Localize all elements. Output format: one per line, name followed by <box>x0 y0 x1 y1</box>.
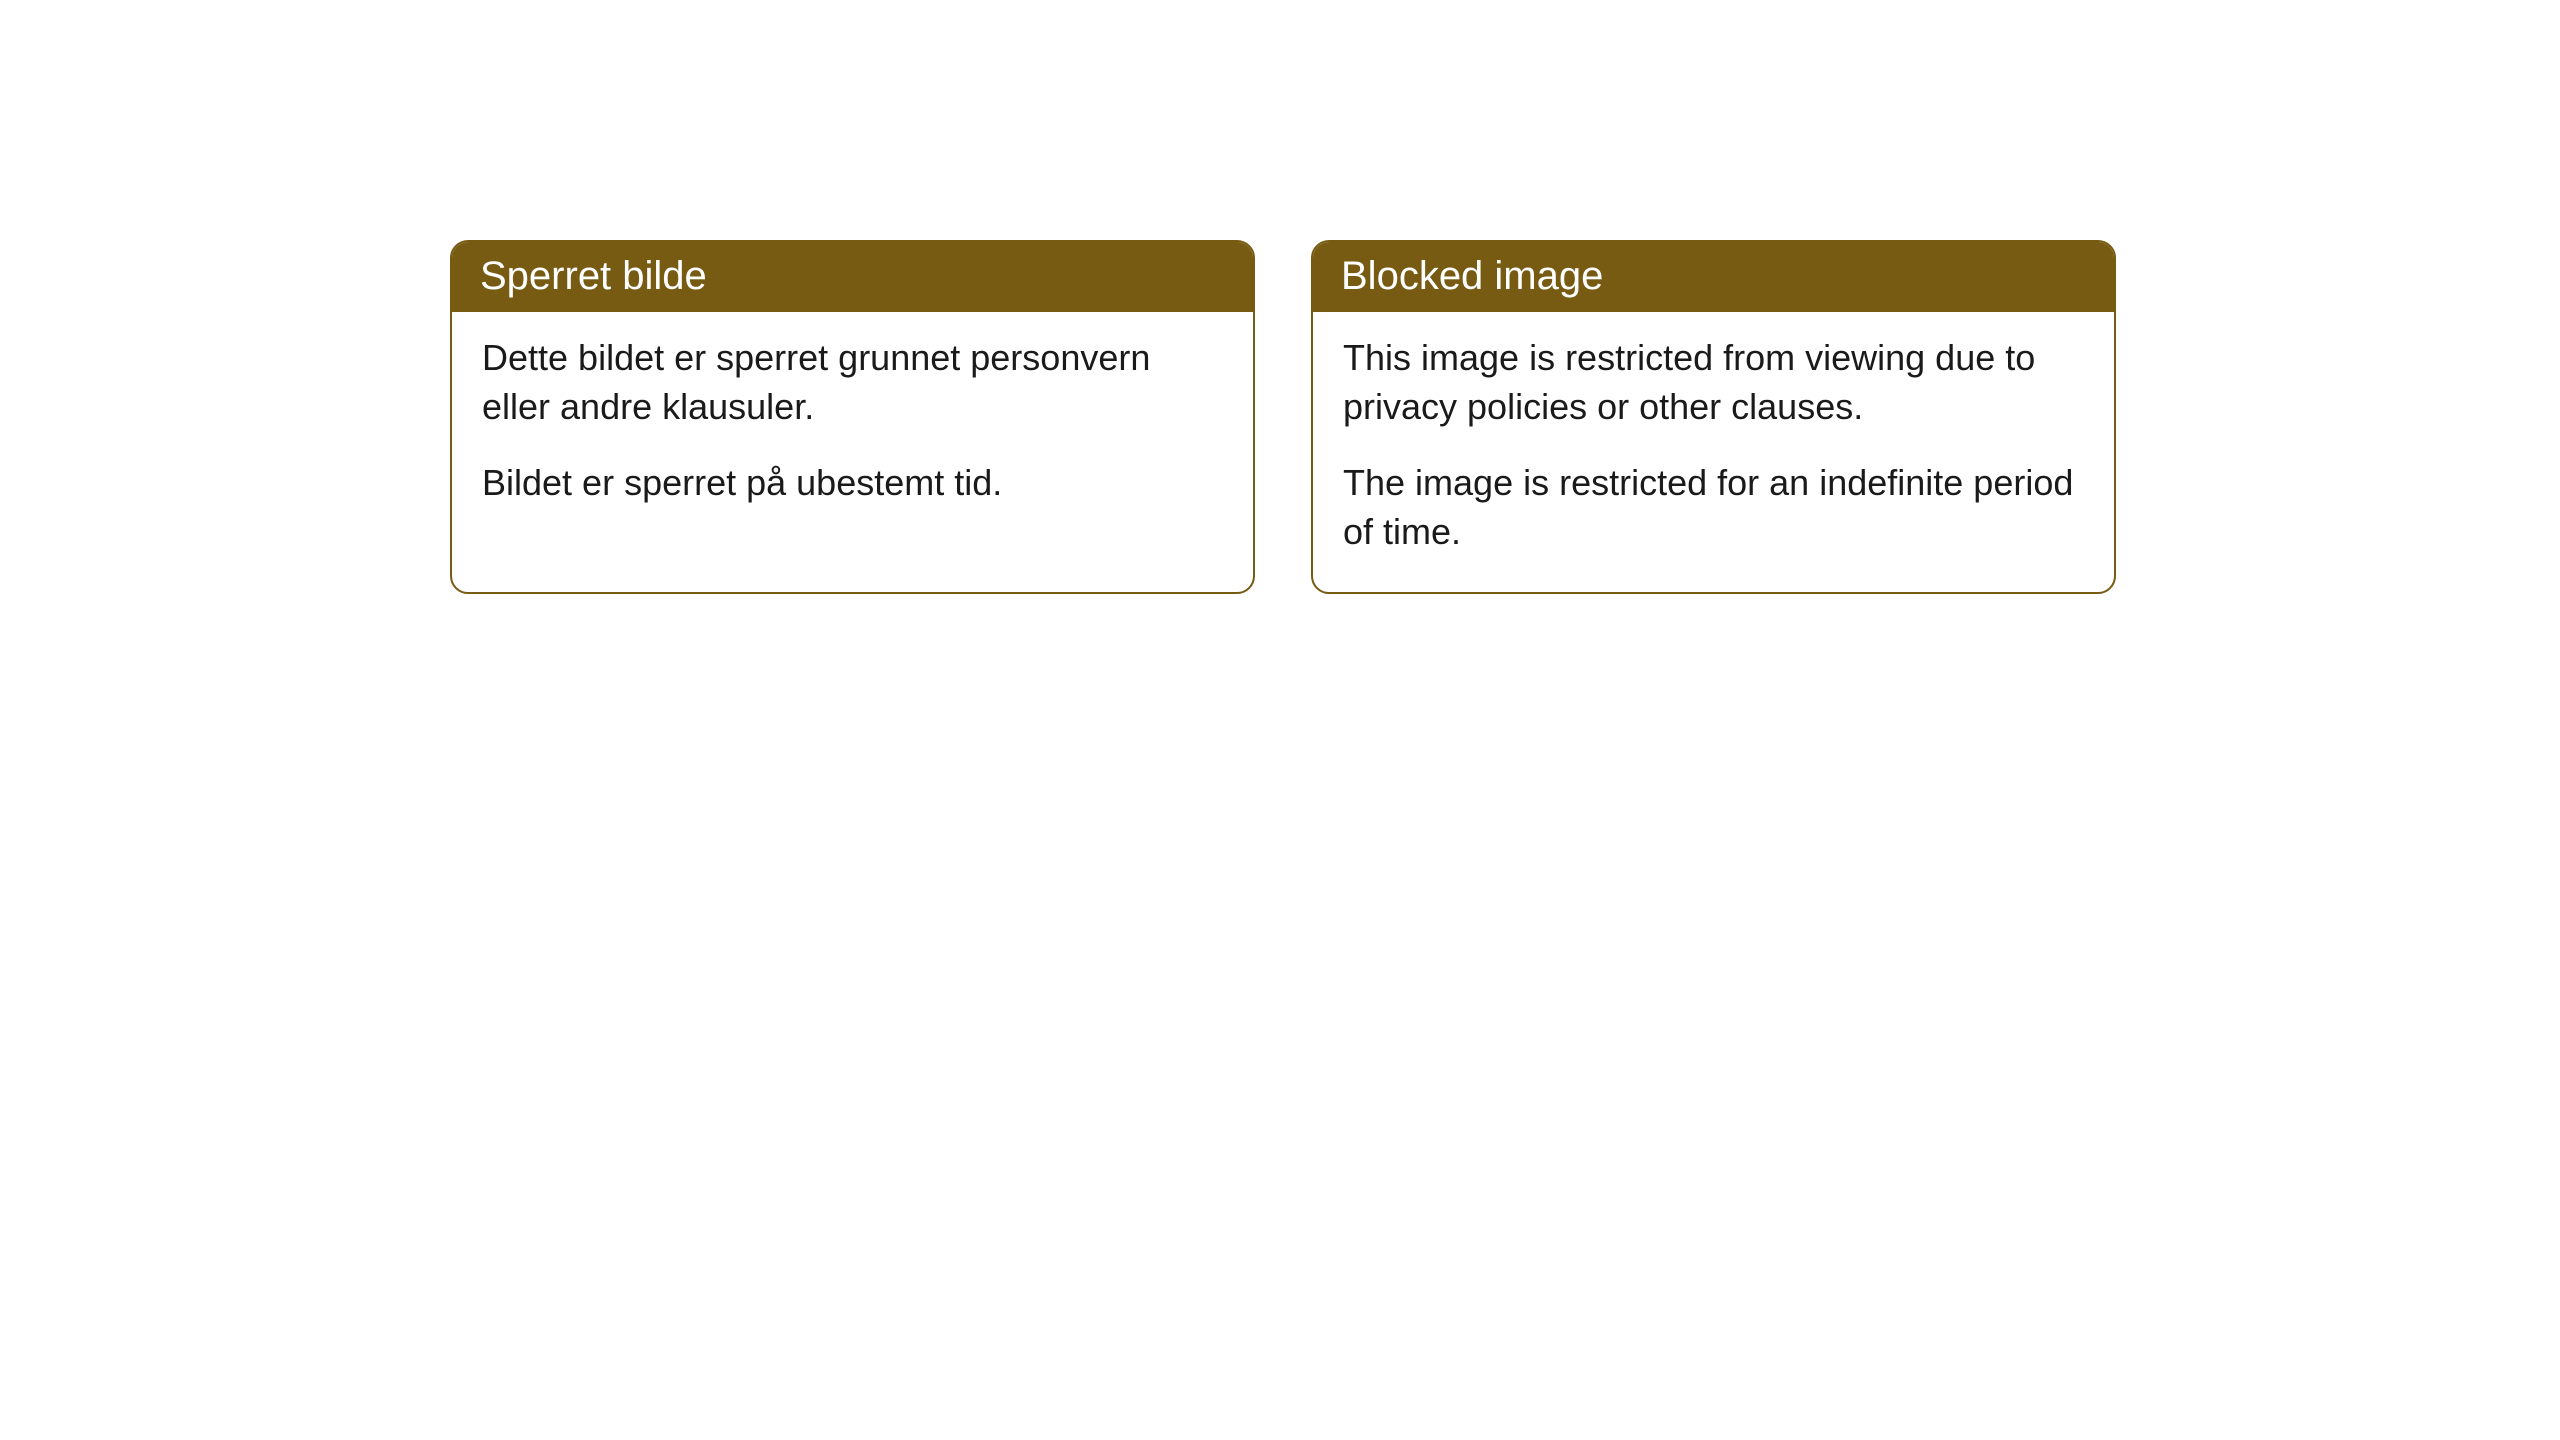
english-paragraph-1: This image is restricted from viewing du… <box>1343 334 2084 431</box>
english-card-body: This image is restricted from viewing du… <box>1313 312 2114 592</box>
norwegian-paragraph-2: Bildet er sperret på ubestemt tid. <box>482 459 1223 508</box>
english-paragraph-2: The image is restricted for an indefinit… <box>1343 459 2084 556</box>
english-card-title: Blocked image <box>1313 242 2114 312</box>
notice-container: Sperret bilde Dette bildet er sperret gr… <box>450 240 2116 594</box>
norwegian-card-title: Sperret bilde <box>452 242 1253 312</box>
norwegian-paragraph-1: Dette bildet er sperret grunnet personve… <box>482 334 1223 431</box>
norwegian-notice-card: Sperret bilde Dette bildet er sperret gr… <box>450 240 1255 594</box>
norwegian-card-body: Dette bildet er sperret grunnet personve… <box>452 312 1253 544</box>
english-notice-card: Blocked image This image is restricted f… <box>1311 240 2116 594</box>
